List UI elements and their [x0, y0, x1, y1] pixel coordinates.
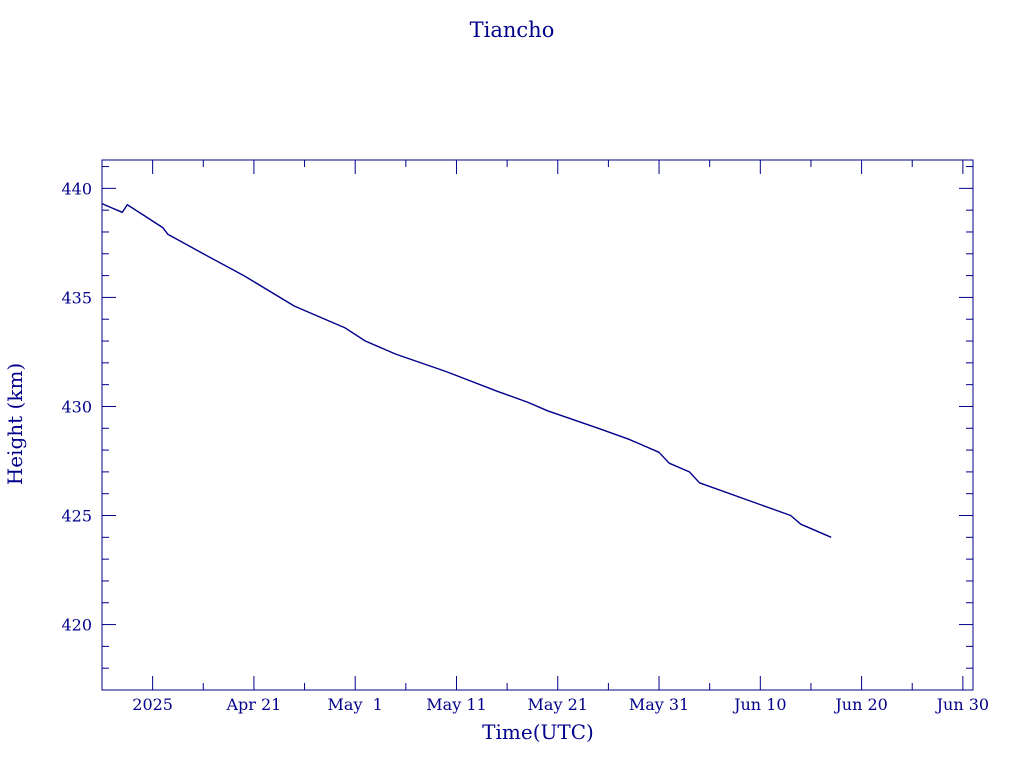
x-tick-label: May 31 — [629, 695, 689, 714]
y-tick-label: 430 — [61, 397, 92, 416]
x-tick-label: Jun 30 — [935, 695, 989, 714]
plot-frame — [101, 159, 974, 691]
series-line — [101, 202, 832, 538]
x-tick-label: Jun 20 — [833, 695, 887, 714]
x-tick-label: May 11 — [426, 695, 486, 714]
chart-title: Tiancho — [470, 18, 555, 42]
axes-layer: 420 425 430 435 440 2025 Apr 21 May 1 May 11 May … — [61, 160, 989, 714]
x-tick-label: Jun 10 — [732, 695, 786, 714]
x-axis-label: Time(UTC) — [482, 720, 594, 744]
x-tick-label: Apr 21 — [225, 695, 281, 714]
y-tick-label: 425 — [61, 507, 92, 526]
x-tick-label: May 1 — [328, 695, 383, 714]
y-tick-label: 435 — [61, 288, 92, 307]
x-tick-label: 2025 — [132, 695, 173, 714]
y-tick-label: 420 — [61, 616, 92, 635]
x-tick-label: May 21 — [528, 695, 588, 714]
y-axis-label: Height (km) — [3, 363, 27, 485]
y-tick-label: 440 — [61, 179, 92, 198]
